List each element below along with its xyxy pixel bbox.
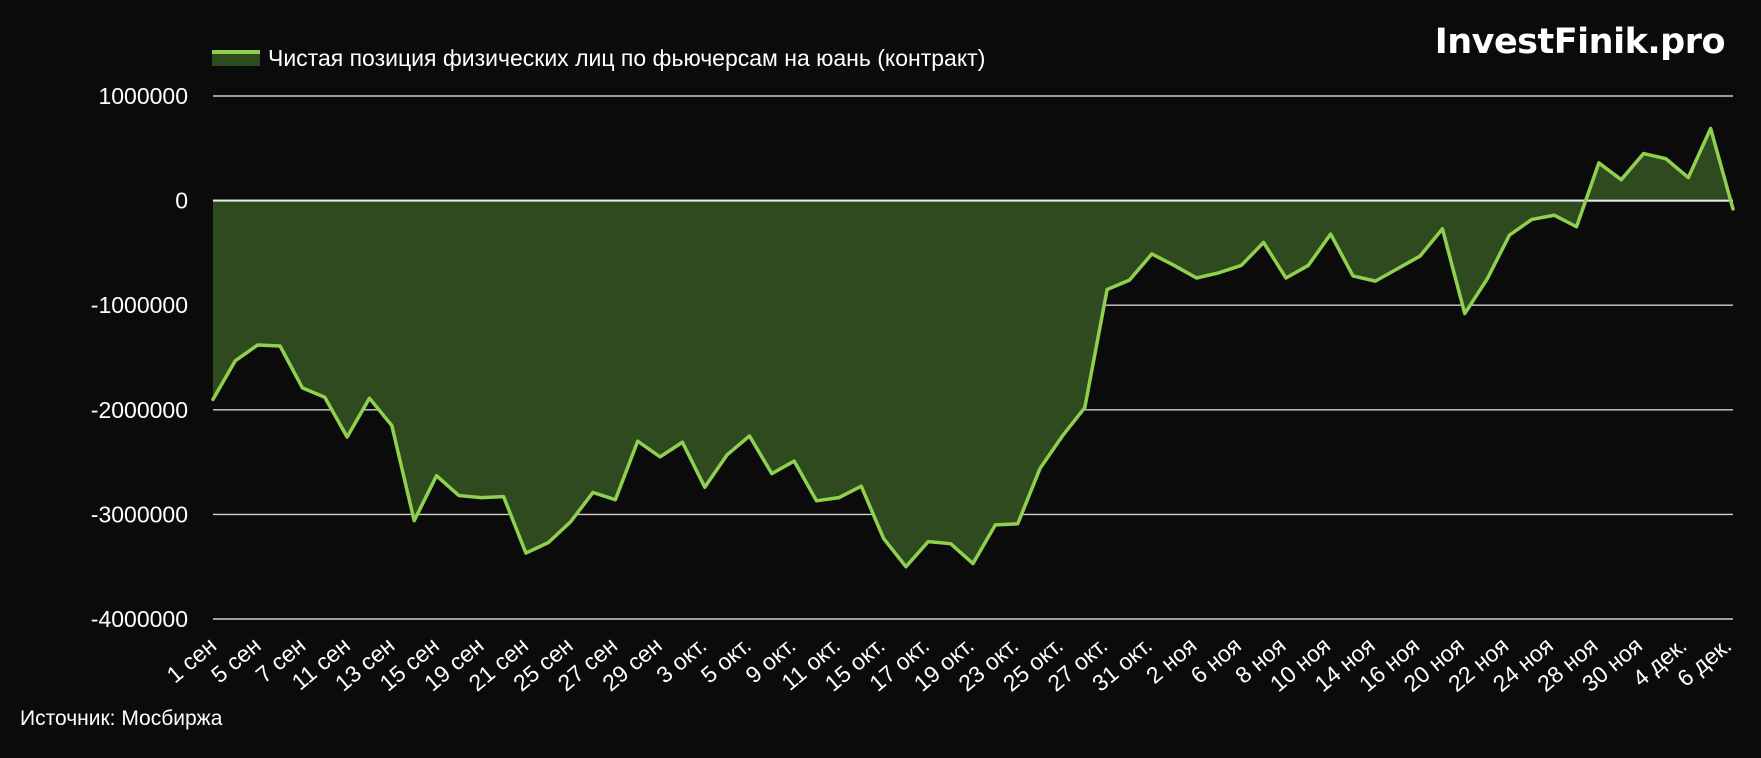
data-point [1373,279,1377,283]
data-point [770,472,774,476]
data-point [1619,178,1623,182]
data-point [323,395,327,399]
data-point [1060,434,1064,438]
data-point [747,434,751,438]
data-point [815,499,819,503]
data-point [1306,263,1310,267]
data-point [1463,312,1467,316]
data-point [1440,227,1444,231]
data-point [904,565,908,569]
x-tick-label: 5 сен [206,632,266,688]
data-point [1507,233,1511,237]
data-point [971,562,975,566]
data-point [390,423,394,427]
data-point [1172,263,1176,267]
data-point [345,435,349,439]
data-point [993,523,997,527]
y-tick-label: -3000000 [91,501,188,527]
data-point [1485,277,1489,281]
data-point [926,540,930,544]
data-point [949,542,953,546]
data-point [569,520,573,524]
data-point [1083,406,1087,410]
y-tick-label: -4000000 [91,606,188,632]
data-point [837,496,841,500]
data-point [1418,254,1422,258]
legend[interactable]: Чистая позиция физических лиц по фьючерс… [212,44,985,72]
data-point [502,495,506,499]
y-axis: 1000000 0 -1000000 -2000000 -3000000 -4000000 [91,83,188,632]
data-point [457,494,461,498]
data-point [1262,240,1266,244]
y-tick-label: 0 [175,188,188,214]
series-line [211,126,1735,569]
data-point [636,439,640,443]
data-point [367,396,371,400]
data-point [658,455,662,459]
data-point [1105,288,1109,292]
data-point [725,453,729,457]
data-point [1575,225,1579,229]
data-point [1396,267,1400,271]
data-point [613,498,617,502]
data-point [1351,274,1355,278]
data-point [546,541,550,545]
data-point [703,485,707,489]
data-point [591,490,595,494]
data-point [278,344,282,348]
series-area [211,126,1735,569]
data-point [300,386,304,390]
legend-swatch [212,50,260,66]
data-point [1329,232,1333,236]
data-point [1664,157,1668,161]
data-point [1530,217,1534,221]
data-point [792,459,796,463]
data-point [256,343,260,347]
source-note: Источник: Мосбиржа [20,707,223,730]
x-tick-label: 1 сен [161,632,221,688]
data-point [524,551,528,555]
data-point [1195,276,1199,280]
data-point [1127,278,1131,282]
data-point [1239,263,1243,267]
y-tick-label: -1000000 [91,292,188,318]
data-point [435,474,439,478]
data-point [1284,276,1288,280]
data-point [1709,126,1713,130]
brand-logo-text: InvestFinik.pro [1434,22,1726,62]
x-tick-label: 6 ноя [1186,632,1246,689]
data-point [1686,176,1690,180]
series-area-fill [213,128,1733,567]
data-point [412,519,416,523]
x-tick-label: 3 окт. [651,632,711,688]
data-point [1038,466,1042,470]
x-tick-label: 2 ноя [1141,632,1201,689]
data-point [211,397,215,401]
y-tick-label: -2000000 [91,397,188,423]
data-point [882,536,886,540]
legend-label: Чистая позиция физических лиц по фьючерс… [268,44,986,71]
y-tick-label: 1000000 [98,83,188,109]
data-point [1642,152,1646,156]
data-point [479,496,483,500]
data-point [1552,213,1556,217]
data-point [1217,271,1221,275]
data-point [680,440,684,444]
data-point [1016,522,1020,526]
x-tick-label: 5 окт. [696,632,756,688]
data-point [1731,207,1735,211]
data-point [1597,161,1601,165]
data-point [859,484,863,488]
data-point [233,359,237,363]
data-point [1150,252,1154,256]
